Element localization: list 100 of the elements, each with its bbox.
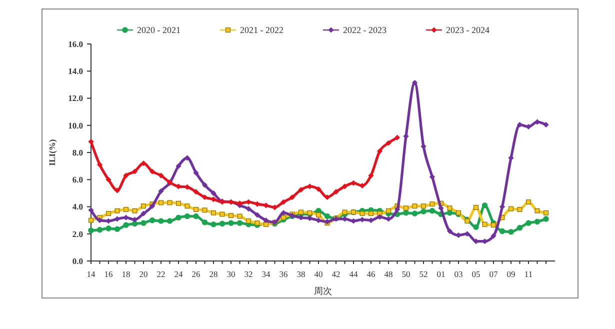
legend-label: 2022 - 2023 (343, 25, 387, 36)
point (447, 206, 452, 211)
point (141, 204, 146, 209)
point (124, 206, 128, 212)
point (324, 213, 330, 220)
point (228, 220, 234, 226)
point (508, 206, 514, 212)
point (220, 212, 225, 217)
x-tick-label: 09 (506, 269, 516, 279)
x-axis-title: 周次 (314, 286, 332, 296)
point (114, 188, 120, 194)
x-tick-label: 34 (262, 269, 271, 279)
point (88, 218, 94, 223)
x-tick-label: 32 (244, 269, 253, 279)
point (88, 207, 94, 213)
point (132, 168, 138, 174)
x-tick-label: 05 (472, 269, 480, 279)
point (211, 210, 216, 216)
legend-label: 2020 - 2021 (137, 25, 180, 36)
point (394, 134, 400, 140)
point (140, 220, 146, 226)
point (149, 217, 156, 224)
point (193, 189, 199, 195)
x-tick-label: 20 (139, 269, 148, 279)
point (237, 214, 242, 219)
point (281, 215, 286, 220)
point (474, 204, 478, 210)
y-tick-label: 14.0 (68, 66, 83, 76)
point (202, 208, 208, 213)
point (386, 208, 391, 214)
point (202, 219, 208, 226)
point (526, 200, 531, 205)
point (490, 233, 496, 239)
point (526, 220, 532, 226)
legend-label: 2023 - 2024 (446, 25, 490, 36)
point (202, 194, 208, 200)
point (176, 163, 182, 169)
x-tick-label: 16 (104, 269, 113, 279)
point (88, 138, 94, 144)
point (342, 210, 348, 215)
point (184, 204, 190, 209)
point (543, 122, 549, 128)
y-tick-label: 8.0 (72, 147, 83, 158)
x-tick-label: 36 (279, 269, 288, 279)
x-tick-label: 42 (332, 269, 340, 279)
point (106, 176, 112, 182)
y-tick-label: 0.0 (72, 256, 83, 266)
x-tick-label: 44 (349, 269, 358, 279)
point (219, 220, 226, 227)
point (360, 211, 365, 216)
point (149, 168, 156, 174)
x-tick-label: 26 (192, 269, 200, 279)
x-tick-label: 24 (174, 269, 184, 279)
point (298, 210, 304, 215)
point (499, 228, 506, 234)
x-tick-label: 01 (436, 269, 446, 279)
point (132, 220, 138, 227)
point (404, 206, 408, 211)
point (193, 170, 199, 176)
point (412, 204, 418, 209)
point (96, 162, 103, 168)
point (123, 172, 129, 178)
point (210, 221, 216, 228)
point (517, 206, 522, 212)
point (333, 189, 339, 195)
point (316, 212, 321, 218)
point (482, 202, 488, 208)
point (140, 160, 146, 166)
point (96, 226, 103, 233)
point (412, 210, 418, 216)
x-tick-label: 50 (402, 269, 410, 279)
point (394, 206, 400, 212)
point (420, 208, 426, 214)
point (184, 213, 190, 220)
point (446, 228, 453, 234)
point (246, 206, 252, 212)
point (473, 224, 479, 230)
point (534, 208, 540, 214)
point (316, 186, 322, 192)
point (132, 208, 138, 214)
point (368, 211, 374, 216)
point (491, 222, 496, 228)
point (544, 210, 548, 216)
legend-label: 2021 - 2022 (240, 25, 284, 36)
point (412, 80, 418, 86)
x-tick-label: 38 (296, 269, 306, 279)
point (184, 155, 190, 161)
point (106, 226, 112, 232)
y-tick-label: 2.0 (72, 228, 83, 239)
x-tick-label: 11 (524, 269, 533, 279)
point (429, 208, 436, 214)
y-axis-title: ILI(%) (47, 139, 57, 166)
point (289, 194, 296, 200)
point (350, 180, 356, 186)
point (202, 182, 208, 188)
point (236, 220, 243, 226)
point (430, 202, 435, 207)
point (140, 210, 146, 216)
y-tick-label: 12.0 (68, 93, 83, 104)
point (298, 186, 304, 193)
